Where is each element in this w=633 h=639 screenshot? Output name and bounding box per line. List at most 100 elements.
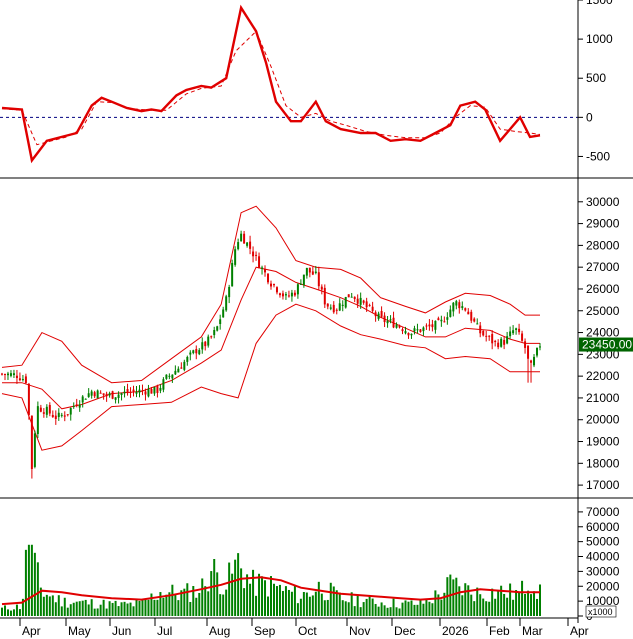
candle-body: [72, 405, 75, 407]
candle-body: [296, 284, 299, 295]
candle-body: [78, 404, 81, 408]
candle-body: [350, 296, 353, 298]
candle-body: [311, 271, 314, 275]
candle-body: [371, 306, 374, 311]
volume-bar: [407, 601, 410, 616]
candle-body: [39, 407, 42, 412]
candle-body: [264, 269, 267, 273]
volume-bar: [99, 604, 102, 616]
candle-body: [60, 414, 63, 416]
candle-body: [425, 325, 428, 327]
volume-bar: [332, 586, 335, 616]
volume-bar: [246, 574, 249, 616]
candle-body: [207, 336, 210, 346]
volume-bar: [326, 599, 329, 616]
volume-bar: [249, 583, 252, 616]
candle-body: [362, 300, 365, 303]
lower-band-line: [1, 303, 540, 451]
volume-bar: [3, 605, 6, 616]
volume-tick-label: 70000: [586, 505, 620, 519]
candle-body: [84, 398, 87, 400]
candle-body: [317, 272, 320, 287]
candle-body: [326, 303, 329, 307]
volume-bar: [12, 609, 15, 616]
candle-body: [267, 273, 270, 283]
oscillator-tick-label: 0: [586, 110, 593, 124]
candle-body: [69, 408, 72, 415]
candle-body: [219, 319, 222, 325]
candle-body: [6, 373, 9, 376]
candle-body: [1, 373, 3, 375]
volume-bar: [416, 604, 419, 616]
volume-bar: [270, 576, 272, 616]
candle-body: [518, 328, 521, 333]
volume-bar: [431, 603, 434, 616]
candle-body: [281, 293, 284, 297]
candle-body: [458, 302, 461, 309]
candle-body: [422, 327, 425, 332]
volume-bar: [482, 598, 485, 616]
candle-body: [293, 292, 296, 296]
candle-body: [344, 296, 347, 308]
volume-bar: [299, 598, 302, 616]
candle-body: [275, 287, 278, 293]
candle-body: [237, 242, 240, 250]
price-tick-label: 19000: [586, 435, 620, 449]
candle-body: [284, 294, 287, 296]
volume-bar: [281, 590, 284, 616]
volume-bar: [96, 608, 99, 616]
volume-bar: [258, 573, 261, 616]
volume-bar: [27, 544, 30, 616]
candle-body: [156, 386, 159, 393]
volume-bar: [18, 609, 21, 616]
candle-body: [329, 307, 332, 309]
candle-body: [482, 331, 485, 336]
time-tick-label: Feb: [489, 624, 510, 638]
volume-bar: [338, 592, 341, 616]
volume-bar: [455, 577, 458, 616]
volume-tick-label: 20000: [586, 579, 620, 593]
volume-bar: [365, 598, 368, 616]
volume-bar: [180, 590, 183, 616]
time-tick-label: 2026: [442, 624, 469, 638]
volume-unit-box: [585, 605, 617, 618]
candle-body: [24, 376, 27, 383]
oscillator-tick-label: 1000: [586, 32, 613, 46]
candle-body: [3, 374, 6, 376]
candle-body: [129, 391, 132, 393]
volume-bar: [42, 596, 45, 616]
volume-bar: [317, 581, 320, 616]
volume-bar: [308, 596, 311, 616]
volume-bar: [359, 607, 362, 616]
candle-body: [189, 352, 192, 355]
candle-body: [105, 393, 108, 397]
volume-bar: [132, 606, 135, 616]
volume-bar: [452, 579, 455, 616]
volume-bar: [153, 599, 156, 616]
volume-bar: [45, 594, 48, 616]
candle-body: [66, 414, 69, 416]
volume-bar: [267, 596, 270, 616]
candle-body: [485, 335, 488, 337]
volume-bar: [240, 568, 243, 616]
candle-body: [506, 336, 509, 344]
volume-bar: [174, 595, 177, 616]
candle-body: [479, 325, 482, 334]
volume-bar: [171, 584, 174, 616]
volume-bar: [84, 599, 87, 616]
volume-bar: [156, 599, 159, 616]
volume-bar: [30, 544, 33, 616]
candle-body: [320, 286, 323, 290]
volume-bar: [225, 589, 228, 616]
volume-bar: [425, 598, 428, 616]
candle-body: [449, 309, 452, 317]
volume-bar: [389, 607, 392, 616]
volume-bar: [192, 586, 195, 616]
candle-body: [359, 297, 362, 305]
candle-body: [398, 326, 401, 328]
candle-body: [135, 391, 138, 394]
candle-body: [314, 271, 317, 273]
volume-bar: [419, 599, 422, 616]
volume-bar: [165, 594, 168, 616]
price-tick-label: 22000: [586, 369, 620, 383]
